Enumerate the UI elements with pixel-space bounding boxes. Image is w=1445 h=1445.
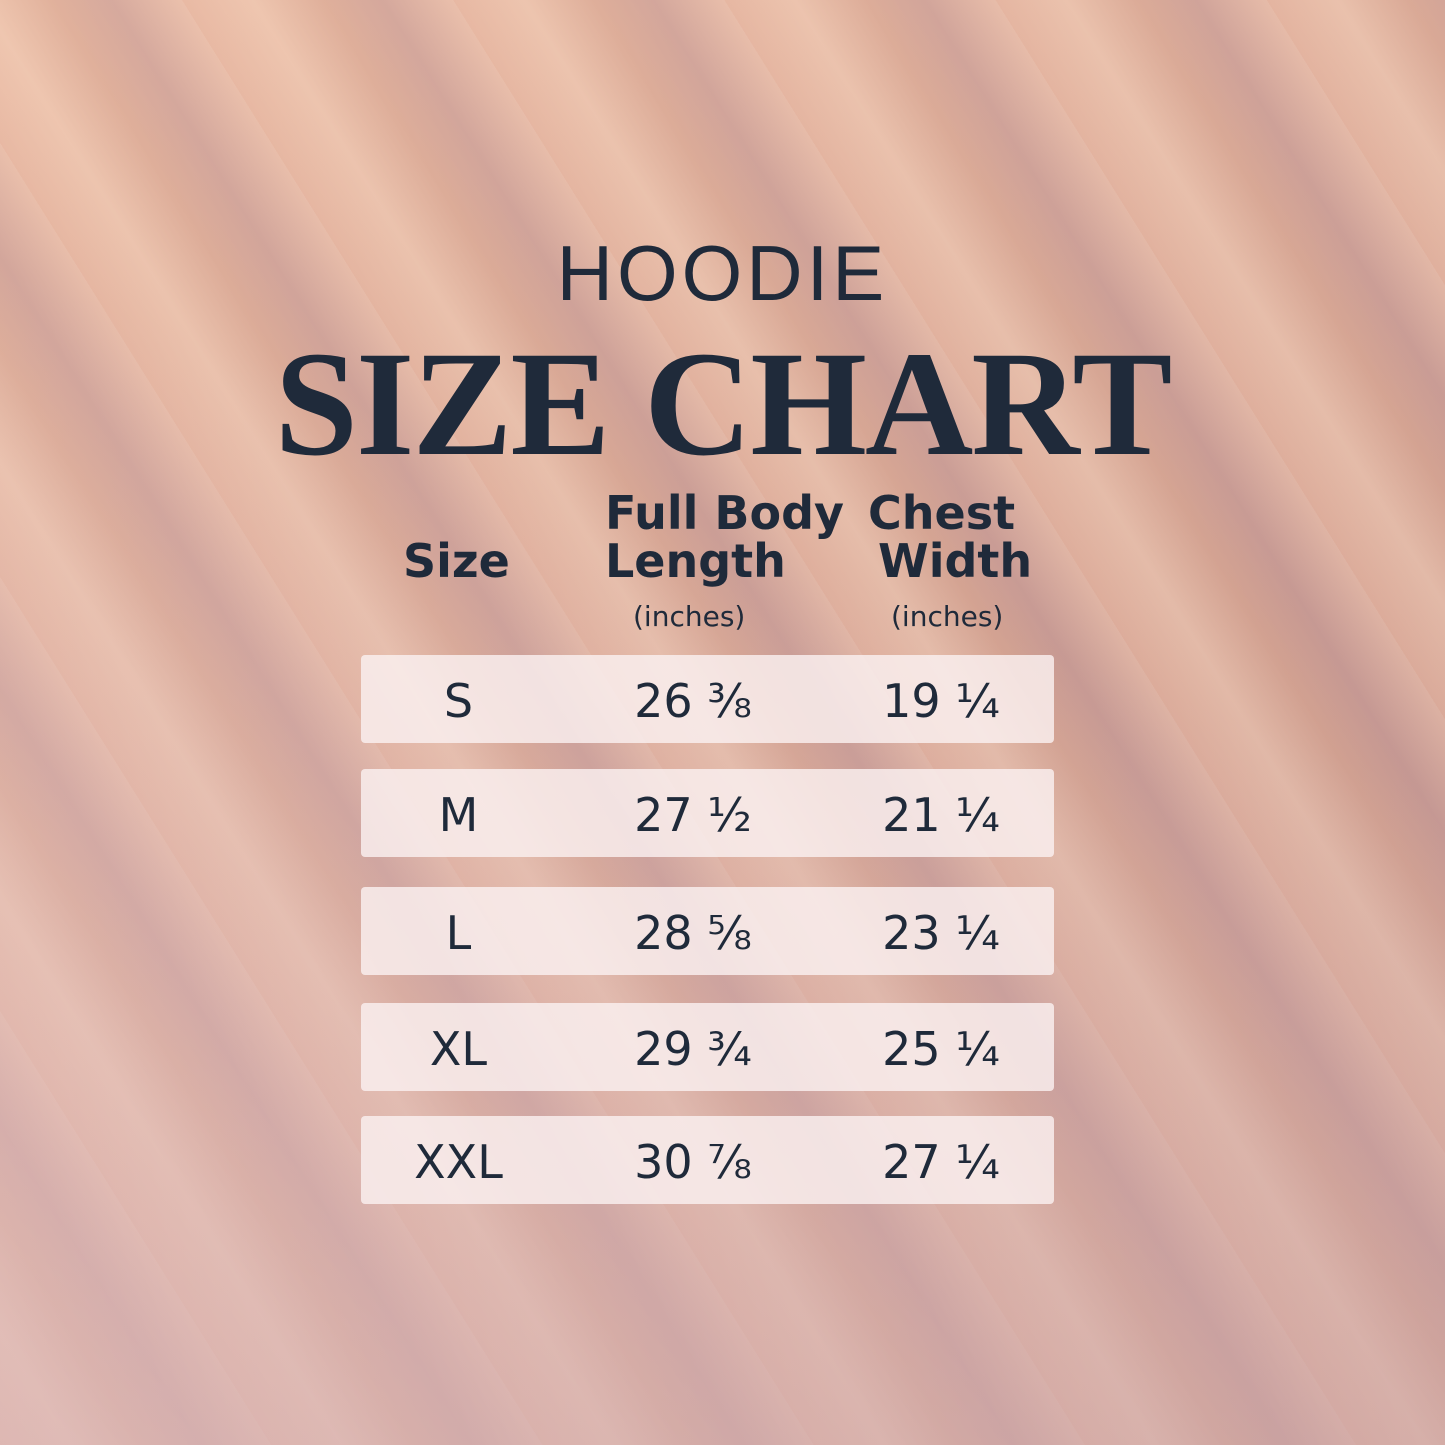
header-size: Size <box>403 534 510 588</box>
chest-cell: 25 ¼ <box>882 1022 1000 1076</box>
header-length-line1: Full Body <box>605 486 845 540</box>
table-row: XL 29 ¾ 25 ¼ <box>361 1003 1054 1091</box>
size-cell: M <box>438 788 479 842</box>
header-chest-unit: (inches) <box>891 600 1004 633</box>
header-length-line2: Length <box>605 534 786 588</box>
length-cell: 27 ½ <box>634 788 752 842</box>
header-chest-line2: Width <box>878 534 1033 588</box>
length-cell: 28 ⅝ <box>634 906 752 960</box>
table-row: S 26 ⅜ 19 ¼ <box>361 655 1054 743</box>
table-row: M 27 ½ 21 ¼ <box>361 769 1054 857</box>
length-cell: 30 ⅞ <box>634 1135 752 1189</box>
length-cell: 26 ⅜ <box>634 674 752 728</box>
size-cell: L <box>445 906 472 960</box>
page-title: SIZE CHART <box>274 321 1173 487</box>
header-chest-line1: Chest <box>868 486 1016 540</box>
chest-cell: 19 ¼ <box>882 674 1000 728</box>
length-cell: 29 ¾ <box>634 1022 752 1076</box>
size-cell: S <box>443 674 474 728</box>
chest-cell: 23 ¼ <box>882 906 1000 960</box>
table-row: L 28 ⅝ 23 ¼ <box>361 887 1054 975</box>
product-title: HOODIE <box>556 229 889 317</box>
size-cell: XL <box>429 1022 488 1076</box>
table-row: XXL 30 ⅞ 27 ¼ <box>361 1116 1054 1204</box>
chest-cell: 21 ¼ <box>882 788 1000 842</box>
size-cell: XXL <box>414 1135 503 1189</box>
chest-cell: 27 ¼ <box>882 1135 1000 1189</box>
header-length-unit: (inches) <box>633 600 746 633</box>
